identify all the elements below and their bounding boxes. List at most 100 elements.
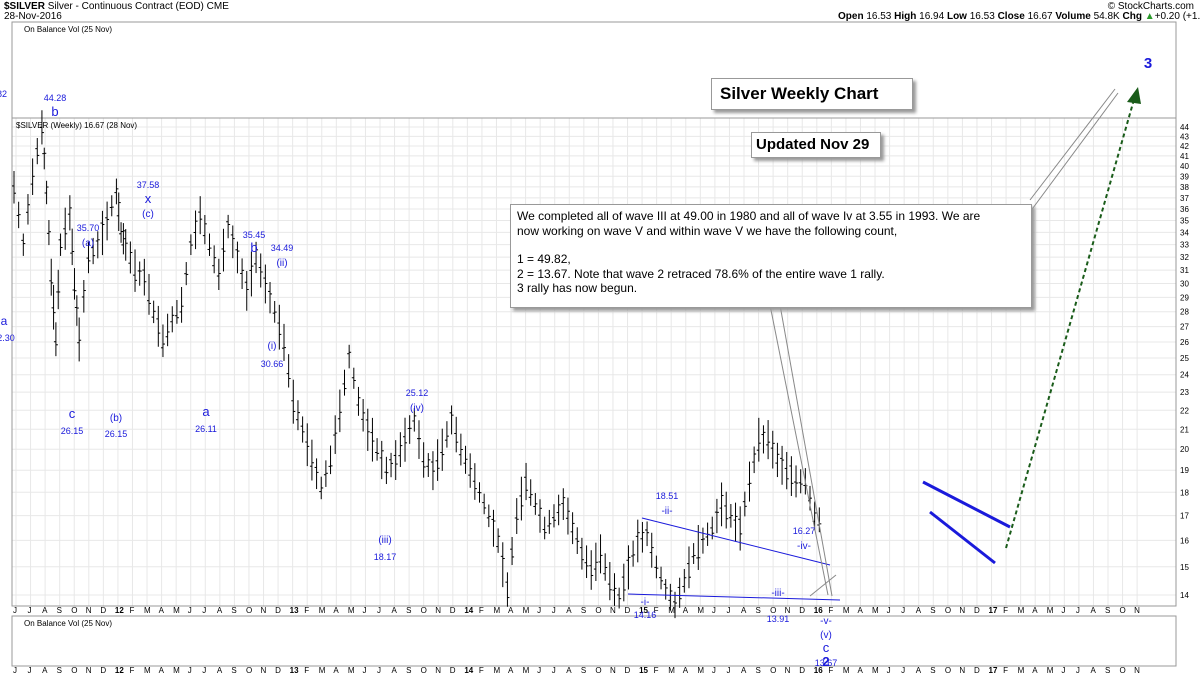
wave-value-label: 34.49 [271, 243, 294, 253]
wave-value-label: 13.91 [767, 614, 790, 624]
x-tick-label: D [275, 666, 281, 675]
wave-value-label: 35.70 [77, 223, 100, 233]
x-tick-label: J [537, 606, 541, 615]
x-tick-label: J [202, 666, 206, 675]
wave-note-label: (i) [268, 341, 277, 352]
x-tick-label: M [319, 606, 326, 615]
x-tick-label: J [887, 666, 891, 675]
x-tick-label: A [857, 606, 863, 615]
x-tick-label: J [362, 606, 366, 615]
x-tick-label: S [1105, 666, 1110, 675]
callout-line [779, 304, 833, 597]
x-tick-label: J [1061, 606, 1065, 615]
x-tick-label: N [261, 666, 267, 675]
x-tick-label: O [71, 666, 77, 675]
x-tick-label: O [1120, 606, 1126, 615]
wedge-lower-line [929, 510, 996, 565]
wave-note-label: (c) [142, 209, 154, 220]
x-tick-label: M [668, 606, 675, 615]
x-tick-label: D [100, 666, 106, 675]
x-tick-label: J [1076, 666, 1080, 675]
x-tick-label: D [799, 606, 805, 615]
x-tick-label: A [159, 666, 165, 675]
x-tick-label: S [930, 606, 935, 615]
wave-note-label: (ii) [276, 258, 287, 269]
x-tick-label: O [945, 606, 951, 615]
x-tick-label: 17 [989, 666, 998, 675]
x-tick-label: J [13, 606, 17, 615]
y-tick-label: 19 [1180, 466, 1189, 475]
ohlc-readout: Open 16.53 High 16.94 Low 16.53 Close 16… [838, 11, 1200, 22]
wave-note-label: (a) [82, 238, 94, 249]
x-tick-label: 13 [290, 606, 299, 615]
wave-labels: 44.28b26.15c35.70(a)26.15(b)37.58x(c)26.… [0, 55, 1152, 669]
x-tick-label: N [959, 606, 965, 615]
x-tick-label: M [1018, 606, 1025, 615]
x-tick-label: O [770, 666, 776, 675]
x-tick-label: O [595, 666, 601, 675]
y-tick-label: 23 [1180, 388, 1189, 397]
x-tick-label: A [683, 606, 689, 615]
wedge-upper-line [922, 480, 1011, 529]
y-tick-label: 21 [1180, 425, 1189, 434]
x-tick-label: M [523, 666, 530, 675]
x-tick-label: F [1003, 666, 1008, 675]
wave-value-label: 37.58 [137, 180, 160, 190]
wave-note-label: -v- [820, 616, 832, 627]
y-tick-label: 40 [1180, 162, 1189, 171]
date-text: 28-Nov-2016 [4, 11, 62, 22]
y-tick-label: 34 [1180, 228, 1189, 237]
x-tick-label: S [231, 666, 236, 675]
wave-value-label: 2.30 [0, 333, 15, 343]
y-tick-label: 27 [1180, 323, 1189, 332]
wave-value-label: 26.15 [61, 426, 84, 436]
x-tick-label: N [261, 606, 267, 615]
x-axis: JJJJAASSOONNDD1212FFMMAAMMJJJJAASSOONNDD… [13, 606, 1140, 675]
x-tick-label: J [377, 606, 381, 615]
x-tick-label: A [916, 666, 922, 675]
x-tick-label: D [974, 606, 980, 615]
x-tick-label: M [348, 666, 355, 675]
y-tick-label: 14 [1180, 591, 1189, 600]
x-tick-label: A [392, 606, 398, 615]
x-tick-label: F [654, 606, 659, 615]
price-legend: $SILVER (Weekly) 16.67 (28 Nov) [16, 121, 137, 130]
x-tick-label: O [770, 606, 776, 615]
x-tick-label: N [435, 666, 441, 675]
y-tick-label: 25 [1180, 354, 1189, 363]
x-tick-label: A [741, 606, 747, 615]
wave-note-label: a [202, 404, 210, 419]
x-tick-label: 12 [115, 606, 124, 615]
note-line: We completed all of wave III at 49.00 in… [517, 209, 981, 223]
x-tick-label: S [406, 666, 411, 675]
y-axis: 14 15 16 17 18 19 20 21 22 23 24 25 26 27 28 29 30 31 32 33… [1180, 123, 1189, 600]
x-tick-label: O [421, 606, 427, 615]
x-tick-label: A [857, 666, 863, 675]
x-tick-label: J [188, 606, 192, 615]
x-tick-label: 14 [464, 606, 473, 615]
wave-value-label: a [1, 314, 8, 328]
wave-note-label: c [69, 406, 76, 421]
x-tick-label: M [843, 606, 850, 615]
wave-value-label: 14.16 [634, 610, 657, 620]
note-line: 2 = 13.67. Note that wave 2 retraced 78.… [517, 266, 885, 281]
wave-note-label: x [145, 191, 152, 206]
x-tick-label: F [129, 606, 134, 615]
wave-note-label: (iii) [378, 535, 391, 546]
bottom-indicator-panel [11, 615, 1177, 667]
x-tick-label: S [930, 666, 935, 675]
x-tick-label: M [319, 666, 326, 675]
chart-title: Silver Weekly Chart [720, 84, 879, 103]
wave-note-label: 2 [822, 654, 829, 669]
x-tick-label: O [421, 666, 427, 675]
wave-note-label: b [51, 104, 58, 119]
note-line: 3 rally has now begun. [517, 281, 638, 295]
x-tick-label: N [610, 666, 616, 675]
x-tick-label: A [566, 666, 572, 675]
y-tick-label: 20 [1180, 445, 1189, 454]
wave4-upper-trendline [641, 517, 831, 566]
x-tick-label: O [246, 666, 252, 675]
x-tick-label: J [1061, 666, 1065, 675]
x-tick-label: 15 [639, 606, 648, 615]
